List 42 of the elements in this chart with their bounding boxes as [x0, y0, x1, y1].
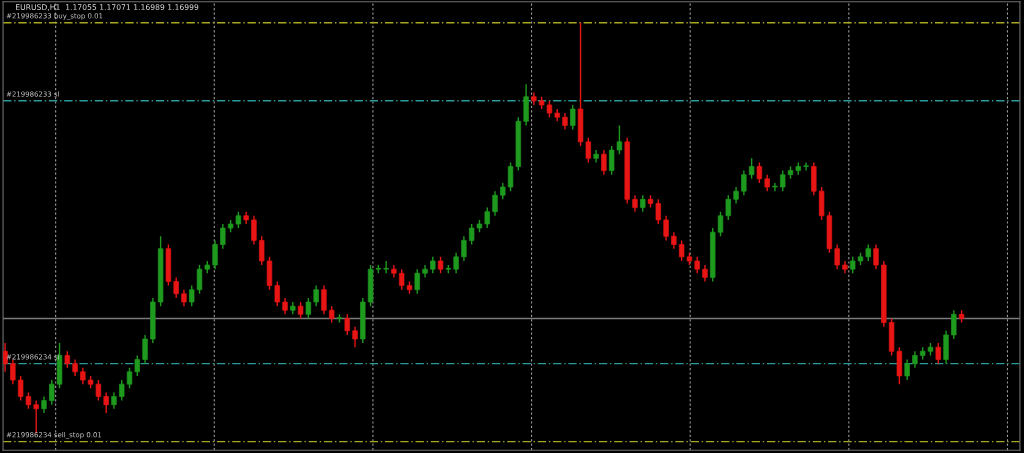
candlestick [103, 391, 109, 414]
candlestick [803, 161, 809, 172]
candlestick [834, 243, 840, 270]
candlestick [259, 235, 265, 266]
candlestick [453, 252, 459, 274]
candlestick [663, 215, 669, 242]
candlestick [344, 313, 350, 336]
candlestick [220, 223, 226, 250]
candlestick [305, 297, 312, 320]
candlestick [383, 260, 389, 274]
candlestick [873, 243, 879, 270]
candlestick [951, 309, 957, 340]
candlestick [748, 157, 755, 180]
candlestick [189, 284, 195, 307]
candlestick [570, 104, 576, 131]
candlestick [601, 149, 607, 176]
candlestick [352, 325, 358, 348]
candlestick [772, 182, 778, 192]
candlestick [173, 276, 179, 299]
candlestick [212, 239, 218, 270]
candlestick [10, 358, 16, 385]
candlestick [142, 334, 148, 365]
candlestick [461, 235, 467, 262]
candlestick [49, 379, 55, 406]
candlestick [725, 194, 731, 221]
candlestick [741, 169, 747, 196]
candlestick [321, 284, 327, 316]
candlestick [780, 169, 786, 192]
candlestick [134, 354, 140, 377]
candlestick [904, 358, 910, 381]
candlestick [756, 161, 763, 184]
candlestick [196, 264, 203, 295]
candlestick [484, 206, 490, 229]
candlestick [119, 379, 125, 402]
candlestick [935, 342, 941, 365]
candlestick [274, 280, 280, 307]
candlestick [414, 268, 420, 295]
candlestick [717, 210, 724, 238]
candlestick [313, 284, 319, 307]
candlestick [492, 190, 498, 217]
candlestick [126, 367, 133, 389]
candlestick [251, 215, 257, 246]
